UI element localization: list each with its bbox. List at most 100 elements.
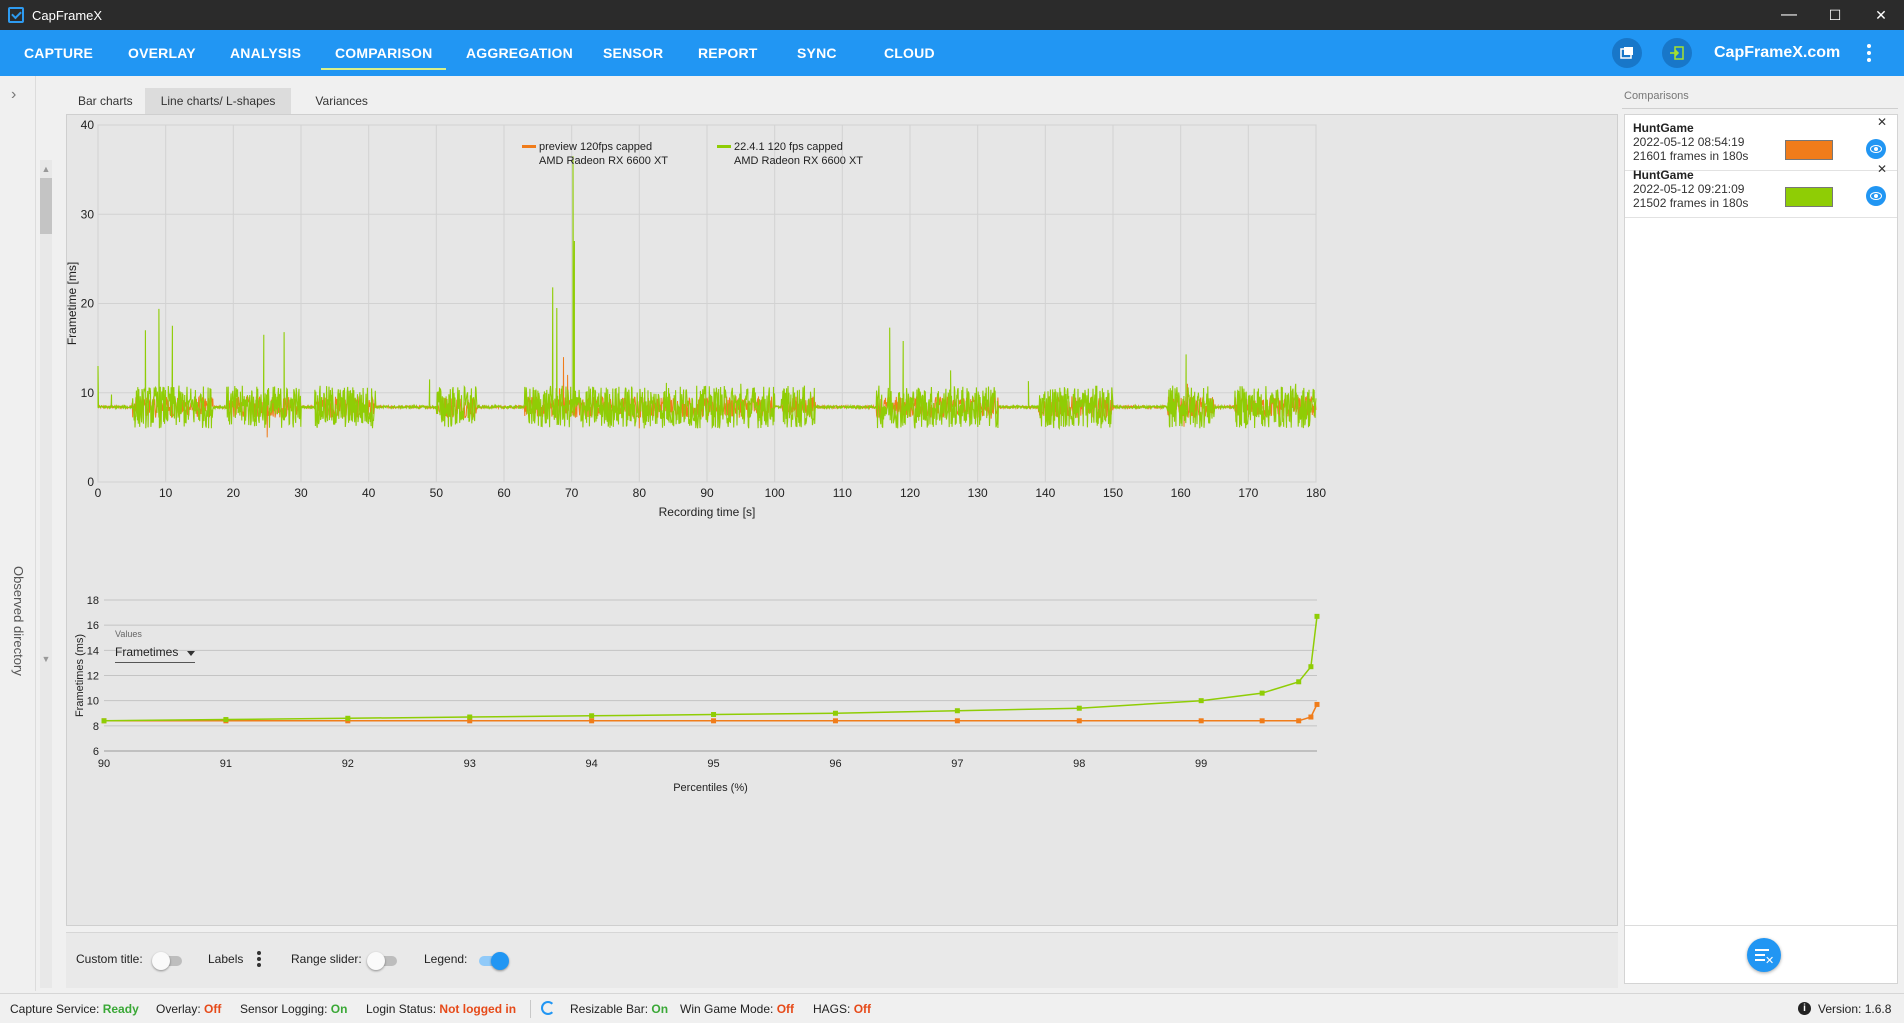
x-tick-label: 180 xyxy=(1306,486,1326,500)
x-tick-label: 160 xyxy=(1171,486,1191,500)
nav-analysis[interactable]: ANALYSIS xyxy=(230,45,302,61)
close-button[interactable]: ✕ xyxy=(1875,6,1887,23)
comparison-date: 2022-05-12 08:54:19 xyxy=(1633,135,1745,149)
percentile-point xyxy=(1259,718,1265,724)
observed-directory-label[interactable]: Observed directory xyxy=(11,566,26,676)
resizable-bar-status: Resizable Bar: On xyxy=(570,1002,669,1016)
hags-value: Off xyxy=(853,1002,872,1016)
win-game-mode-status: Win Game Mode: Off xyxy=(680,1002,795,1016)
minimize-button[interactable]: — xyxy=(1781,6,1797,23)
x-tick-label: 80 xyxy=(633,486,647,500)
version-value: 1.6.8 xyxy=(1864,1002,1892,1016)
x-tick-label: 150 xyxy=(1103,486,1123,500)
remove-comparison-close-icon[interactable]: ✕ xyxy=(1877,162,1888,176)
custom-title-label: Custom title: xyxy=(76,952,143,966)
x-tick-label: 140 xyxy=(1035,486,1055,500)
legend-series-gpu: AMD Radeon RX 6600 XT xyxy=(734,155,863,167)
percentile-point xyxy=(832,718,838,724)
comparisons-title: Comparisons xyxy=(1624,90,1689,102)
percentile-point xyxy=(101,718,107,724)
nav-sensor[interactable]: SENSOR xyxy=(603,45,664,61)
values-selector[interactable]: Frametimes xyxy=(115,643,195,663)
x-tick-label: 10 xyxy=(159,486,173,500)
capture-service-status: Capture Service: Ready xyxy=(10,1002,139,1016)
charts-canvas[interactable]: 0 10 20 30 40 50 60 70 80 90 100 110 120 130 140 150 160… xyxy=(67,115,1617,925)
sidebar-scrollbar[interactable] xyxy=(40,160,52,988)
screenshot-icon xyxy=(1620,47,1633,59)
x-tick-label: 96 xyxy=(829,758,841,770)
toggle-visibility-eye-icon[interactable] xyxy=(1866,186,1886,206)
screenshot-button[interactable] xyxy=(1612,38,1642,68)
more-menu-icon[interactable] xyxy=(1864,42,1874,66)
range-slider-label: Range slider: xyxy=(291,952,362,966)
percentile-point xyxy=(1076,718,1082,724)
comparison-color-swatch[interactable] xyxy=(1785,187,1833,207)
percentile-chart: 6 8 10 12 14 16 18 90 91 92 93 94 95 96 97 98 99 Percenti… xyxy=(74,595,1320,794)
x-tick-label: 110 xyxy=(833,486,852,500)
percentile-point xyxy=(1308,714,1314,720)
scroll-up-arrow-icon[interactable]: ▲ xyxy=(41,164,51,174)
percentile-point xyxy=(711,712,717,718)
nav-report[interactable]: REPORT xyxy=(698,45,758,61)
nav-cloud[interactable]: CLOUD xyxy=(884,45,935,61)
range-slider-toggle[interactable] xyxy=(367,952,399,970)
x-tick-label: 90 xyxy=(98,758,110,770)
legend-label: Legend: xyxy=(424,952,468,966)
login-button[interactable] xyxy=(1662,38,1692,68)
maximize-button[interactable]: ☐ xyxy=(1828,6,1842,23)
percentile-point xyxy=(1198,718,1204,724)
comparison-game-name: HuntGame xyxy=(1633,168,1694,182)
values-selector-value: Frametimes xyxy=(115,645,179,659)
nav-sync[interactable]: SYNC xyxy=(797,45,837,61)
status-bar: Capture Service: Ready Overlay: Off Sens… xyxy=(0,993,1904,1023)
login-icon xyxy=(1670,46,1684,60)
percentile-point xyxy=(954,718,960,724)
left-sidebar: › Observed directory xyxy=(0,76,36,991)
refresh-icon[interactable] xyxy=(541,1001,555,1015)
percentile-series-line xyxy=(103,616,1318,722)
nav-aggregation[interactable]: AGGREGATION xyxy=(466,45,573,61)
legend-toggle[interactable] xyxy=(477,952,509,970)
x-tick-label: 50 xyxy=(430,486,444,500)
tab-variances[interactable]: Variances xyxy=(315,94,368,108)
remove-comparison-close-icon[interactable]: ✕ xyxy=(1877,115,1888,129)
labels-menu-icon[interactable] xyxy=(256,951,262,971)
x-tick-label: 120 xyxy=(900,486,920,500)
tab-bar-charts[interactable]: Bar charts xyxy=(78,94,133,108)
comparisons-footer-divider xyxy=(1625,925,1897,926)
expand-sidebar-chevron-icon[interactable]: › xyxy=(11,86,17,103)
capframex-website-link[interactable]: CapFrameX.com xyxy=(1714,44,1841,61)
main-navigation: CAPTURE OVERLAY ANALYSIS COMPARISON AGGR… xyxy=(0,30,1904,76)
values-selector-label: Values xyxy=(115,629,142,639)
custom-title-toggle[interactable] xyxy=(152,952,184,970)
y-axis-label: Frametime [ms] xyxy=(67,262,79,345)
comparison-frames: 21601 frames in 180s xyxy=(1633,149,1749,163)
x-tick-label: 95 xyxy=(707,758,719,770)
percentile-point xyxy=(589,713,595,719)
toggle-visibility-eye-icon[interactable] xyxy=(1866,139,1886,159)
info-icon[interactable]: i xyxy=(1798,1002,1811,1015)
y-tick-label: 0 xyxy=(87,475,94,489)
nav-comparison[interactable]: COMPARISON xyxy=(320,30,447,76)
tab-line-charts[interactable]: Line charts/ L-shapes xyxy=(144,88,292,114)
comparison-item[interactable]: HuntGame 2022-05-12 09:21:09 21502 frame… xyxy=(1625,162,1897,218)
sensor-logging-status: Sensor Logging: On xyxy=(240,1002,348,1016)
x-tick-label: 60 xyxy=(497,486,511,500)
percentile-point xyxy=(1296,679,1302,685)
legend-swatch xyxy=(717,145,731,148)
x-tick-label: 92 xyxy=(342,758,354,770)
comparison-date: 2022-05-12 09:21:09 xyxy=(1633,182,1745,196)
win-game-mode-value: Off xyxy=(776,1002,795,1016)
x-tick-label: 30 xyxy=(294,486,308,500)
comparison-item[interactable]: HuntGame 2022-05-12 08:54:19 21601 frame… xyxy=(1625,115,1897,171)
clear-all-comparisons-button[interactable]: ✕ xyxy=(1747,938,1781,972)
comparison-color-swatch[interactable] xyxy=(1785,140,1833,160)
sidebar-scroll-thumb[interactable] xyxy=(40,178,52,234)
nav-overlay[interactable]: OVERLAY xyxy=(128,45,196,61)
scroll-down-arrow-icon[interactable]: ▼ xyxy=(41,654,51,664)
x-tick-label: 70 xyxy=(565,486,579,500)
x-tick-label: 97 xyxy=(951,758,963,770)
legend-series-name: preview 120fps capped xyxy=(539,141,652,153)
y-axis-label: Frametimes (ms) xyxy=(74,634,86,717)
nav-capture[interactable]: CAPTURE xyxy=(24,45,94,61)
